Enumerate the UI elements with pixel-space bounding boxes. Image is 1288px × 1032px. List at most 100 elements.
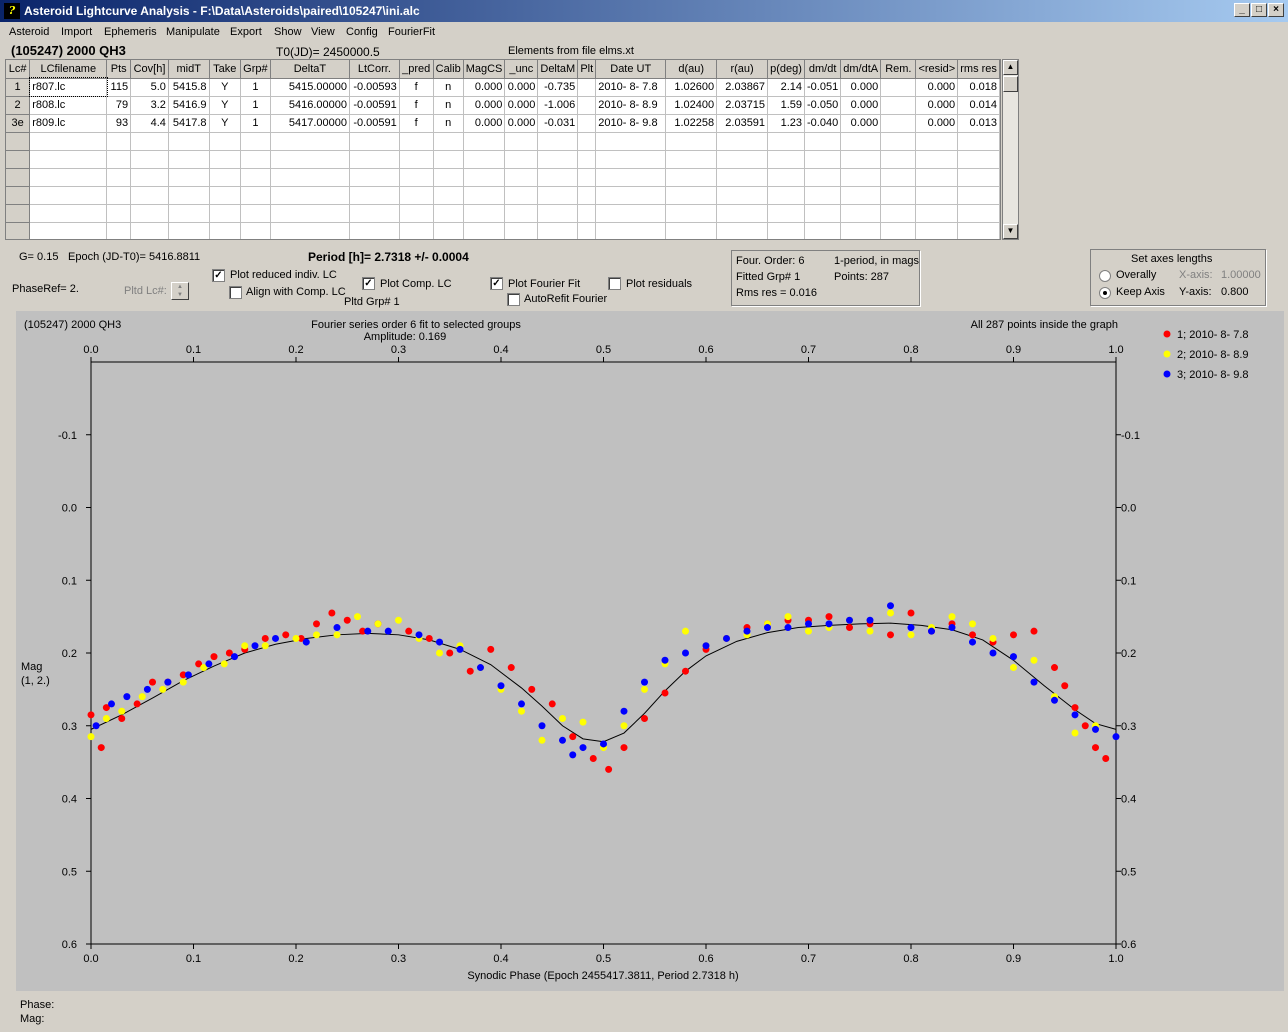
table-cell[interactable] xyxy=(767,204,806,223)
table-cell[interactable] xyxy=(106,132,132,151)
y-axis-value[interactable]: 0.800 xyxy=(1221,286,1249,298)
menu-view[interactable]: View xyxy=(311,26,335,38)
table-cell[interactable] xyxy=(595,186,667,205)
table-cell[interactable] xyxy=(209,132,241,151)
table-cell[interactable]: 2.14 xyxy=(767,78,806,97)
table-cell[interactable] xyxy=(349,168,400,187)
table-cell[interactable]: -0.051 xyxy=(804,78,842,97)
table-cell[interactable] xyxy=(433,186,464,205)
table-cell[interactable]: n xyxy=(433,96,464,115)
table-cell[interactable] xyxy=(915,132,959,151)
table-cell[interactable]: r809.lc xyxy=(29,114,108,133)
table-cell[interactable]: n xyxy=(433,114,464,133)
menu-config[interactable]: Config xyxy=(346,26,378,38)
column-header[interactable]: LCfilename xyxy=(29,60,108,79)
table-cell[interactable] xyxy=(349,204,400,223)
table-cell[interactable]: 0.000 xyxy=(840,78,882,97)
table-cell[interactable] xyxy=(577,114,597,133)
table-cell[interactable]: 1 xyxy=(240,78,271,97)
table-cell[interactable] xyxy=(463,186,506,205)
table-cell[interactable] xyxy=(880,186,917,205)
table-cell[interactable] xyxy=(463,150,506,169)
table-cell[interactable] xyxy=(433,132,464,151)
table-cell[interactable] xyxy=(665,204,718,223)
plot-comp-checkbox[interactable]: ✓ xyxy=(362,277,375,290)
table-cell[interactable] xyxy=(29,132,108,151)
table-cell[interactable]: 0.000 xyxy=(463,114,506,133)
table-cell[interactable] xyxy=(130,186,169,205)
table-cell[interactable] xyxy=(504,132,539,151)
table-cell[interactable] xyxy=(716,186,769,205)
table-cell[interactable] xyxy=(880,204,917,223)
column-header[interactable]: Plt xyxy=(577,60,597,79)
table-cell[interactable]: 5.0 xyxy=(130,78,169,97)
table-cell[interactable] xyxy=(840,186,882,205)
table-cell[interactable] xyxy=(957,150,1000,169)
table-cell[interactable] xyxy=(840,132,882,151)
column-header[interactable]: LtCorr. xyxy=(349,60,400,79)
table-cell[interactable]: -0.00591 xyxy=(349,114,400,133)
table-cell[interactable] xyxy=(915,168,959,187)
menu-manipulate[interactable]: Manipulate xyxy=(166,26,220,38)
table-cell[interactable]: 0.000 xyxy=(915,114,959,133)
table-cell[interactable] xyxy=(840,150,882,169)
table-cell[interactable]: 0.000 xyxy=(504,78,539,97)
table-cell[interactable] xyxy=(716,204,769,223)
app-icon[interactable]: ? xyxy=(4,3,20,19)
column-header[interactable]: Calib xyxy=(433,60,464,79)
table-cell[interactable] xyxy=(504,204,539,223)
table-cell[interactable]: 0.000 xyxy=(463,78,506,97)
table-cell[interactable] xyxy=(840,168,882,187)
column-header[interactable]: Date UT xyxy=(595,60,667,79)
keep-axis-radio[interactable] xyxy=(1099,287,1111,299)
table-cell[interactable]: 1 xyxy=(240,114,271,133)
table-cell[interactable]: r808.lc xyxy=(29,96,108,115)
table-cell[interactable]: -0.735 xyxy=(537,78,579,97)
table-cell[interactable] xyxy=(106,168,132,187)
table-cell[interactable] xyxy=(957,204,1000,223)
table-cell[interactable] xyxy=(716,168,769,187)
table-cell[interactable] xyxy=(595,168,667,187)
column-header[interactable]: rms res xyxy=(957,60,1000,79)
table-cell[interactable] xyxy=(537,222,579,239)
column-header[interactable]: Grp# xyxy=(240,60,271,79)
table-cell[interactable]: 0.014 xyxy=(957,96,1000,115)
table-cell[interactable] xyxy=(270,186,351,205)
table-cell[interactable] xyxy=(240,132,271,151)
table-cell[interactable] xyxy=(767,186,806,205)
table-cell[interactable]: 0.000 xyxy=(504,96,539,115)
table-cell[interactable]: 1.02400 xyxy=(665,96,718,115)
menu-show[interactable]: Show xyxy=(274,26,302,38)
column-header[interactable]: DeltaT xyxy=(270,60,351,79)
table-cell[interactable] xyxy=(130,168,169,187)
table-cell[interactable] xyxy=(577,150,597,169)
table-cell[interactable]: 0.000 xyxy=(840,114,882,133)
table-cell[interactable] xyxy=(106,150,132,169)
table-cell[interactable] xyxy=(130,222,169,239)
table-cell[interactable] xyxy=(577,168,597,187)
table-cell[interactable]: Y xyxy=(209,78,241,97)
table-cell[interactable] xyxy=(957,186,1000,205)
minimize-button[interactable]: _ xyxy=(1234,3,1250,17)
table-cell[interactable] xyxy=(804,132,842,151)
table-cell[interactable] xyxy=(595,150,667,169)
row-header[interactable] xyxy=(6,150,31,169)
table-cell[interactable] xyxy=(915,150,959,169)
table-cell[interactable] xyxy=(804,168,842,187)
table-cell[interactable]: -0.050 xyxy=(804,96,842,115)
table-cell[interactable] xyxy=(130,204,169,223)
phase-ref[interactable]: PhaseRef= 2. xyxy=(12,283,79,295)
column-header[interactable]: dm/dtA xyxy=(840,60,882,79)
table-cell[interactable] xyxy=(537,186,579,205)
table-cell[interactable]: 2010- 8- 9.8 xyxy=(595,114,667,133)
lightcurve-plot[interactable]: (105247) 2000 QH3 Fourier series order 6… xyxy=(16,311,1284,991)
table-cell[interactable] xyxy=(504,168,539,187)
table-cell[interactable]: 2.03591 xyxy=(716,114,769,133)
table-cell[interactable] xyxy=(804,222,842,239)
empty-table-row[interactable] xyxy=(6,132,1000,151)
table-cell[interactable] xyxy=(399,132,434,151)
table-cell[interactable] xyxy=(209,204,241,223)
lightcurve-plot-panel[interactable]: (105247) 2000 QH3 Fourier series order 6… xyxy=(16,311,1284,991)
close-button[interactable]: × xyxy=(1268,3,1284,17)
table-cell[interactable] xyxy=(504,222,539,239)
